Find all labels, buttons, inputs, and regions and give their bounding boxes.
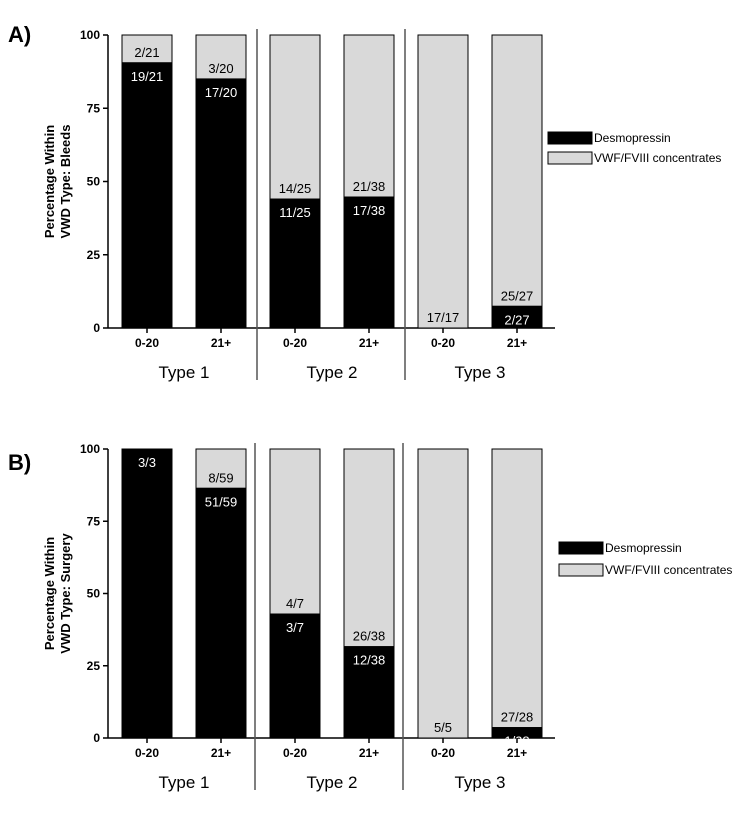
y-tick-label: 100 bbox=[80, 442, 100, 456]
bar-label-desmopressin: 19/21 bbox=[131, 69, 164, 84]
y-tick-label: 100 bbox=[80, 28, 100, 42]
group-label: Type 2 bbox=[306, 773, 357, 792]
bar-label-concentrates: 17/17 bbox=[427, 310, 460, 325]
bar-desmopressin bbox=[195, 487, 247, 739]
y-tick-label: 50 bbox=[87, 175, 101, 189]
legend-swatch-desmopressin bbox=[547, 131, 593, 145]
panel-label: B) bbox=[8, 450, 31, 475]
y-tick-label: 50 bbox=[87, 587, 101, 601]
bar-concentrates bbox=[269, 448, 321, 615]
bar-label-concentrates: 26/38 bbox=[353, 629, 386, 644]
bar-desmopressin bbox=[121, 448, 173, 739]
group-label: Type 2 bbox=[306, 363, 357, 382]
legend-label-desmopressin: Desmopressin bbox=[605, 541, 682, 555]
bar-concentrates bbox=[343, 34, 395, 198]
bar-label-concentrates: 25/27 bbox=[501, 288, 534, 303]
bar-label-desmopressin: 17/20 bbox=[205, 85, 238, 100]
y-axis-label-line2: VWD Type: Bleeds bbox=[58, 125, 73, 239]
x-tick-label: 21+ bbox=[507, 336, 527, 350]
legend: Desmopressin VWF/FVIII concentrates bbox=[547, 131, 721, 165]
y-axis-label-line1: Percentage Within bbox=[42, 125, 57, 238]
legend-label-concentrates: VWF/FVIII concentrates bbox=[605, 563, 732, 577]
bar-desmopressin bbox=[121, 62, 173, 329]
bar-label-desmopressin: 3/7 bbox=[286, 620, 304, 635]
bar-label-concentrates: 3/20 bbox=[208, 61, 233, 76]
bar-label-concentrates: 5/5 bbox=[434, 720, 452, 735]
x-tick-label: 0-20 bbox=[135, 336, 159, 350]
legend-label-desmopressin: Desmopressin bbox=[594, 131, 671, 145]
legend-swatch-concentrates bbox=[558, 563, 604, 577]
bar-label-desmopressin: 3/3 bbox=[138, 455, 156, 470]
x-tick-label: 21+ bbox=[507, 746, 527, 760]
bar-label-desmopressin: 11/25 bbox=[279, 205, 311, 220]
panel-a: A) Percentage Within VWD Type: Bleeds 0 25 50… bbox=[8, 22, 721, 382]
y-tick-label: 0 bbox=[93, 321, 100, 335]
bar-concentrates bbox=[417, 448, 469, 739]
x-tick-label: 21+ bbox=[211, 336, 231, 350]
bar-concentrates bbox=[195, 448, 247, 489]
group-label: Type 3 bbox=[454, 363, 505, 382]
group-label: Type 1 bbox=[158, 773, 209, 792]
bar-concentrates bbox=[417, 34, 469, 329]
bar-label-concentrates: 2/21 bbox=[134, 45, 159, 60]
x-tick-label: 0-20 bbox=[135, 746, 159, 760]
y-tick-label: 75 bbox=[87, 514, 101, 528]
y-tick-label: 0 bbox=[93, 731, 100, 745]
bar-desmopressin bbox=[343, 646, 395, 739]
legend-label-concentrates: VWF/FVIII concentrates bbox=[594, 151, 721, 165]
x-tick-label: 0-20 bbox=[431, 746, 455, 760]
y-axis-label-line2: VWD Type: Surgery bbox=[58, 533, 73, 654]
bar-desmopressin bbox=[343, 196, 395, 329]
bar-concentrates bbox=[343, 448, 395, 648]
bar-desmopressin bbox=[195, 78, 247, 329]
bar-label-desmopressin: 17/38 bbox=[353, 203, 386, 218]
y-axis-label-line1: Percentage Within bbox=[42, 537, 57, 650]
bar-label-concentrates: 27/28 bbox=[501, 710, 534, 725]
y-tick-label: 25 bbox=[87, 659, 101, 673]
bar-desmopressin bbox=[269, 613, 321, 739]
x-tick-label: 0-20 bbox=[283, 746, 307, 760]
bar-concentrates bbox=[269, 34, 321, 200]
bar-label-concentrates: 8/59 bbox=[208, 470, 233, 485]
x-tick-label: 0-20 bbox=[283, 336, 307, 350]
bar-label-concentrates: 21/38 bbox=[353, 179, 386, 194]
x-tick-label: 21+ bbox=[359, 746, 379, 760]
group-label: Type 1 bbox=[158, 363, 209, 382]
panel-label: A) bbox=[8, 22, 31, 47]
bar-concentrates bbox=[491, 448, 543, 729]
bar-concentrates bbox=[491, 34, 543, 307]
legend-swatch-concentrates bbox=[547, 151, 593, 165]
x-tick-label: 21+ bbox=[211, 746, 231, 760]
bar-label-desmopressin: 2/27 bbox=[504, 312, 529, 327]
panel-b: B) Percentage Within VWD Type: Surgery 0 25 5… bbox=[8, 442, 732, 792]
bar-label-desmopressin: 12/38 bbox=[353, 653, 386, 668]
bar-label-concentrates: 4/7 bbox=[286, 596, 304, 611]
x-tick-label: 21+ bbox=[359, 336, 379, 350]
legend-swatch-desmopressin bbox=[558, 541, 604, 555]
y-tick-label: 25 bbox=[87, 248, 101, 262]
y-tick-label: 75 bbox=[87, 101, 101, 115]
x-tick-label: 0-20 bbox=[431, 336, 455, 350]
bar-label-concentrates: 14/25 bbox=[279, 181, 312, 196]
group-label: Type 3 bbox=[454, 773, 505, 792]
bar-label-desmopressin: 51/59 bbox=[205, 494, 238, 509]
legend: Desmopressin VWF/FVIII concentrates bbox=[558, 541, 732, 577]
